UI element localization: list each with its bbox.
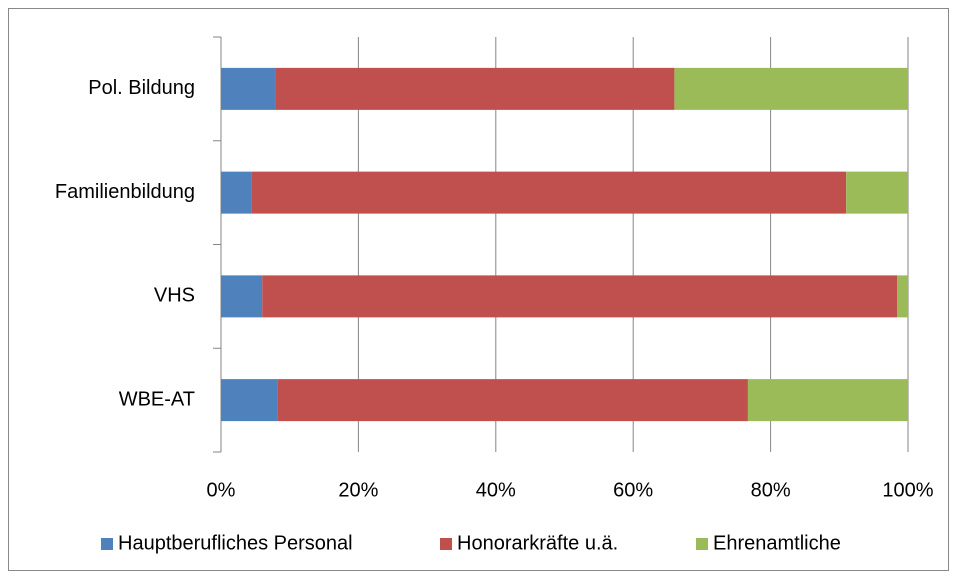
bar-segment [277,379,748,422]
legend-label: Honorarkräfte u.ä. [457,532,618,554]
bar-segment [221,67,276,110]
y-tick-label: WBE-AT [119,388,195,410]
bar-segment [747,379,908,422]
x-tick-label: 40% [476,479,516,501]
legend-label: Ehrenamtliche [713,532,841,554]
bar-segment [674,67,908,110]
y-tick-label: Familienbildung [55,181,195,203]
bar-segment [846,171,908,214]
legend-swatch [696,538,708,550]
x-tick-label: 20% [338,479,378,501]
x-tick-label: 0% [207,479,236,501]
legend-label: Hauptberufliches Personal [118,532,353,554]
bar-segment [262,275,898,318]
legend-swatch [440,538,452,550]
y-tick-label: VHS [154,285,195,307]
bar-segment [221,171,252,214]
bar-segment [221,275,263,318]
bar-segment [221,379,278,422]
legend-swatch [101,538,113,550]
x-tick-label: 60% [613,479,653,501]
x-tick-label: 80% [751,479,791,501]
y-tick-label: Pol. Bildung [88,77,195,99]
bar-segment [275,67,675,110]
bar-segment [251,171,847,214]
x-tick-label: 100% [882,479,933,501]
bar-segment [897,275,908,318]
